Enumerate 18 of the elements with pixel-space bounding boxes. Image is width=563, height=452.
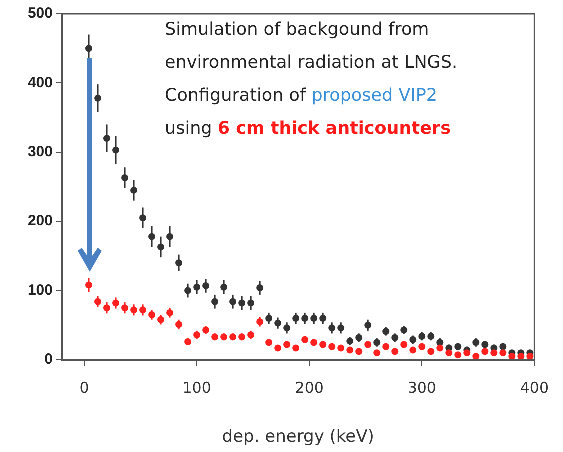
y-tick-label: 400 [28, 74, 53, 92]
y-tick-label: 500 [28, 5, 53, 22]
annotation: environmental radiation at LNGS. [165, 53, 458, 73]
x-axis-title: dep. energy (keV) [222, 427, 374, 448]
x-tick-label: 100 [182, 378, 212, 397]
x-tick-label: 0 [80, 378, 90, 397]
x-tick-label: 400 [520, 378, 550, 397]
y-tick-label: 100 [28, 282, 53, 299]
annotation: Simulation of backgound from [165, 20, 430, 40]
annotation: using [165, 119, 212, 139]
x-tick-label: 300 [408, 378, 436, 397]
annotation: Configuration of [165, 86, 306, 106]
annotation: proposed VIP2 [312, 86, 438, 106]
x-tick-label: 200 [295, 378, 324, 397]
y-tick-label: 300 [28, 144, 53, 161]
y-tick-label: 200 [28, 212, 53, 230]
y-tick-label: 0 [44, 351, 53, 368]
annotation: 6 cm thick anticounters [218, 119, 451, 139]
